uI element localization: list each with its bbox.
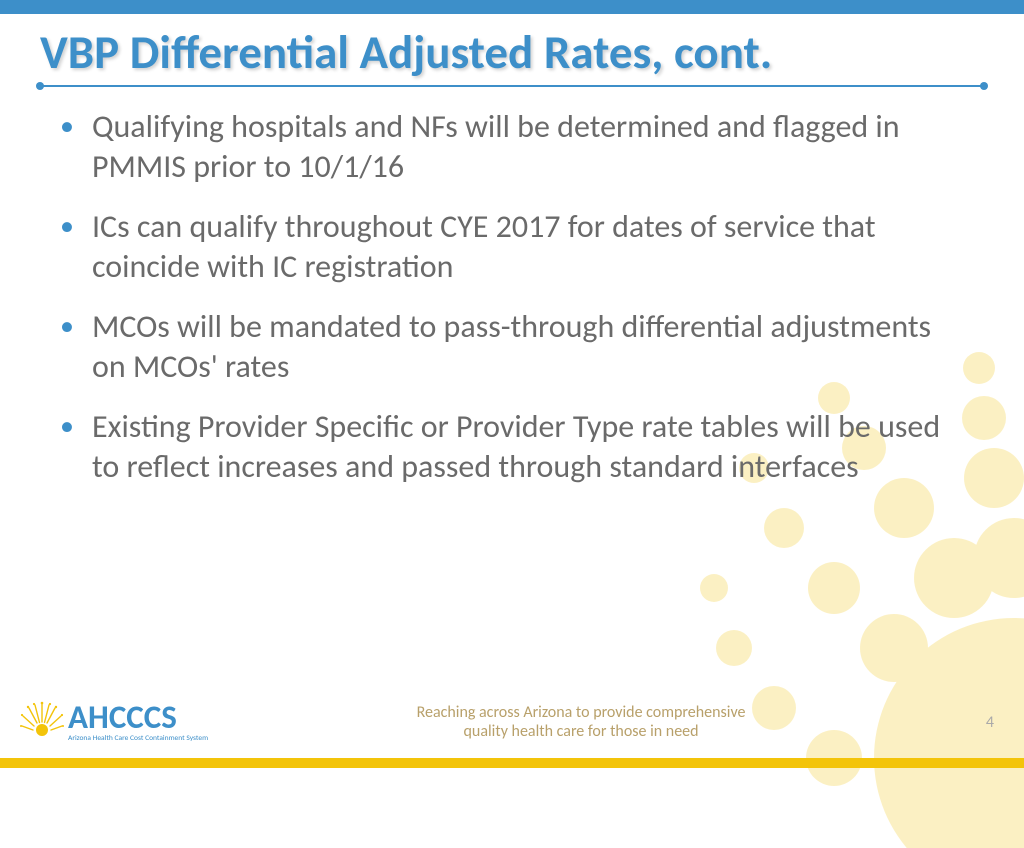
bullet-list: • Qualifying hospitals and NFs will be d… bbox=[0, 107, 1024, 487]
list-item: • Existing Provider Specific or Provider… bbox=[60, 407, 964, 487]
bullet-marker: • bbox=[60, 309, 74, 343]
sunburst-icon bbox=[20, 700, 64, 744]
bullet-text: Qualifying hospitals and NFs will be det… bbox=[92, 107, 964, 187]
page-number: 4 bbox=[954, 713, 994, 732]
bullet-text: MCOs will be mandated to pass-through di… bbox=[92, 307, 964, 387]
bullet-marker: • bbox=[60, 209, 74, 243]
bullet-text: Existing Provider Specific or Provider T… bbox=[92, 407, 964, 487]
bullet-marker: • bbox=[60, 109, 74, 143]
ahcccs-logo: AHCCCS Arizona Health Care Cost Containm… bbox=[20, 700, 208, 744]
tagline-line-1: Reaching across Arizona to provide compr… bbox=[417, 703, 746, 722]
list-item: • MCOs will be mandated to pass-through … bbox=[60, 307, 964, 387]
list-item: • Qualifying hospitals and NFs will be d… bbox=[60, 107, 964, 187]
top-accent-bar bbox=[0, 0, 1024, 14]
bottom-accent-bar bbox=[0, 758, 1024, 768]
bullet-text: ICs can qualify throughout CYE 2017 for … bbox=[92, 207, 964, 287]
tagline-line-2: quality health care for those in need bbox=[464, 722, 699, 741]
list-item: • ICs can qualify throughout CYE 2017 fo… bbox=[60, 207, 964, 287]
footer-tagline: Reaching across Arizona to provide compr… bbox=[208, 703, 954, 741]
slide-title: VBP Differential Adjusted Rates, cont. bbox=[0, 14, 1024, 85]
bullet-marker: • bbox=[60, 409, 74, 443]
title-underline bbox=[40, 85, 984, 87]
slide-footer: AHCCCS Arizona Health Care Cost Containm… bbox=[0, 692, 1024, 768]
logo-subtitle: Arizona Health Care Cost Containment Sys… bbox=[68, 735, 208, 743]
logo-text: AHCCCS bbox=[68, 701, 208, 734]
